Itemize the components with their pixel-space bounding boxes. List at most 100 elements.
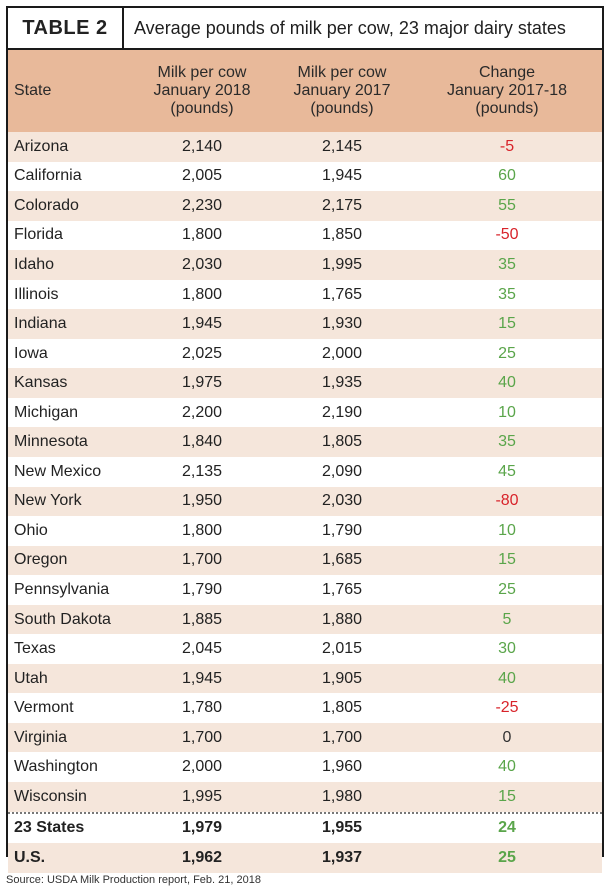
cell-jan2017: 1,935 <box>321 374 363 392</box>
table-body: Arizona 2,140 2,145 -5 California 2,005 1,945 6… <box>8 132 602 812</box>
cell-change: 25 <box>498 344 516 362</box>
cell-state: New York <box>14 492 82 510</box>
cell-jan2017: 1,960 <box>321 758 363 776</box>
table-row: Utah 1,945 1,905 40 <box>8 663 602 694</box>
table-row: Virginia 1,700 1,700 0 <box>8 722 602 753</box>
cell-jan2017: 1,945 <box>321 167 363 185</box>
cell-jan2017: 1,805 <box>321 433 363 451</box>
table-row: Florida 1,800 1,850 -50 <box>8 220 602 251</box>
table-title-bar: TABLE 2 Average pounds of milk per cow, … <box>8 8 602 50</box>
header-jan2018: Milk per cow January 2018 (pounds) <box>132 50 272 132</box>
cell-jan2018: 1,780 <box>181 699 223 717</box>
cell-jan2017: 2,090 <box>321 462 363 480</box>
cell-jan2017: 1,905 <box>321 669 363 687</box>
cell-state: Oregon <box>14 551 68 569</box>
cell-change: 15 <box>498 551 516 569</box>
table-row: Oregon 1,700 1,685 15 <box>8 545 602 576</box>
header-change: Change January 2017-18 (pounds) <box>412 50 602 132</box>
table-row: Minnesota 1,840 1,805 35 <box>8 427 602 458</box>
cell-jan2018: 1,885 <box>181 610 223 628</box>
cell-state: Pennsylvania <box>14 580 110 598</box>
cell-jan2018: 1,790 <box>181 580 223 598</box>
table-row: Kansas 1,975 1,935 40 <box>8 368 602 398</box>
cell-change: 40 <box>498 669 516 687</box>
cell-state: South Dakota <box>14 610 111 628</box>
header-jan2018-line3: (pounds) <box>170 100 234 117</box>
header-state: State <box>14 82 52 99</box>
cell-jan2017: 1,995 <box>321 255 363 273</box>
cell-jan2017: 1,700 <box>321 728 363 746</box>
cell-state: New Mexico <box>14 462 102 480</box>
cell-jan2017: 1,930 <box>321 315 363 333</box>
cell-state: U.S. <box>14 848 46 866</box>
table-totals: 23 States 1,979 1,955 24 U.S. 1,962 1,937 25 <box>8 811 602 873</box>
cell-jan2018: 2,200 <box>181 403 223 421</box>
table-row: Indiana 1,945 1,930 15 <box>8 309 602 339</box>
source-note: Source: USDA Milk Production report, Feb… <box>6 874 261 886</box>
table-row: Washington 2,000 1,960 40 <box>8 752 602 783</box>
cell-change: 10 <box>498 521 516 539</box>
cell-jan2017: 2,145 <box>321 137 363 155</box>
table-row: Pennsylvania 1,790 1,765 25 <box>8 575 602 605</box>
table-row: Ohio 1,800 1,790 10 <box>8 516 602 546</box>
cell-state: Iowa <box>14 344 48 362</box>
cell-change: 55 <box>498 196 516 214</box>
cell-state: Texas <box>14 640 56 658</box>
cell-change: -25 <box>495 699 519 717</box>
cell-state: Arizona <box>14 137 69 155</box>
table-row: California 2,005 1,945 60 <box>8 161 602 192</box>
cell-jan2018: 2,030 <box>181 255 223 273</box>
cell-jan2018: 1,945 <box>181 315 223 333</box>
cell-change: 45 <box>498 462 516 480</box>
cell-jan2018: 1,700 <box>181 551 223 569</box>
cell-change: 25 <box>498 848 516 866</box>
cell-state: Ohio <box>14 521 48 539</box>
cell-change: 35 <box>498 285 516 303</box>
cell-change: 40 <box>498 374 516 392</box>
cell-change: 30 <box>498 640 516 658</box>
cell-jan2017: 1,980 <box>321 787 363 805</box>
cell-jan2017: 2,190 <box>321 403 363 421</box>
cell-jan2017: 2,015 <box>321 640 363 658</box>
cell-jan2018: 2,025 <box>181 344 223 362</box>
cell-jan2018: 1,800 <box>181 226 223 244</box>
cell-jan2018: 2,230 <box>181 196 223 214</box>
cell-state: Utah <box>14 669 48 687</box>
cell-jan2018: 2,140 <box>181 137 223 155</box>
cell-change: 0 <box>502 728 512 746</box>
cell-jan2017: 2,030 <box>321 492 363 510</box>
table-row: Arizona 2,140 2,145 -5 <box>8 132 602 162</box>
cell-change: 35 <box>498 255 516 273</box>
cell-jan2018: 1,945 <box>181 669 223 687</box>
table-row: Colorado 2,230 2,175 55 <box>8 191 602 221</box>
cell-jan2017: 1,765 <box>321 580 363 598</box>
table-row: U.S. 1,962 1,937 25 <box>8 843 602 873</box>
cell-state: Washington <box>14 758 98 776</box>
cell-state: Michigan <box>14 403 79 421</box>
header-jan2018-line1: Milk per cow <box>157 64 247 81</box>
cell-change: 10 <box>498 403 516 421</box>
header-change-line3: (pounds) <box>475 100 539 117</box>
table-row: New York 1,950 2,030 -80 <box>8 486 602 517</box>
cell-state: Florida <box>14 226 63 244</box>
cell-change: 15 <box>498 315 516 333</box>
cell-state: California <box>14 167 82 185</box>
cell-change: 25 <box>498 580 516 598</box>
header-jan2018-line2: January 2018 <box>153 82 251 99</box>
cell-change: -5 <box>499 137 515 155</box>
cell-jan2017: 1,955 <box>321 819 363 837</box>
cell-jan2018: 1,995 <box>181 787 223 805</box>
cell-jan2017: 1,805 <box>321 699 363 717</box>
cell-jan2017: 1,790 <box>321 521 363 539</box>
table-row: New Mexico 2,135 2,090 45 <box>8 457 602 487</box>
table-row: 23 States 1,979 1,955 24 <box>8 811 602 844</box>
cell-change: -80 <box>495 492 519 510</box>
table-header-row: State Milk per cow January 2018 (pounds)… <box>8 50 602 132</box>
cell-state: Idaho <box>14 255 55 273</box>
cell-jan2018: 2,005 <box>181 167 223 185</box>
cell-jan2018: 1,840 <box>181 433 223 451</box>
cell-jan2018: 1,800 <box>181 521 223 539</box>
cell-state: Indiana <box>14 315 67 333</box>
cell-jan2017: 2,000 <box>321 344 363 362</box>
cell-state: Minnesota <box>14 433 88 451</box>
